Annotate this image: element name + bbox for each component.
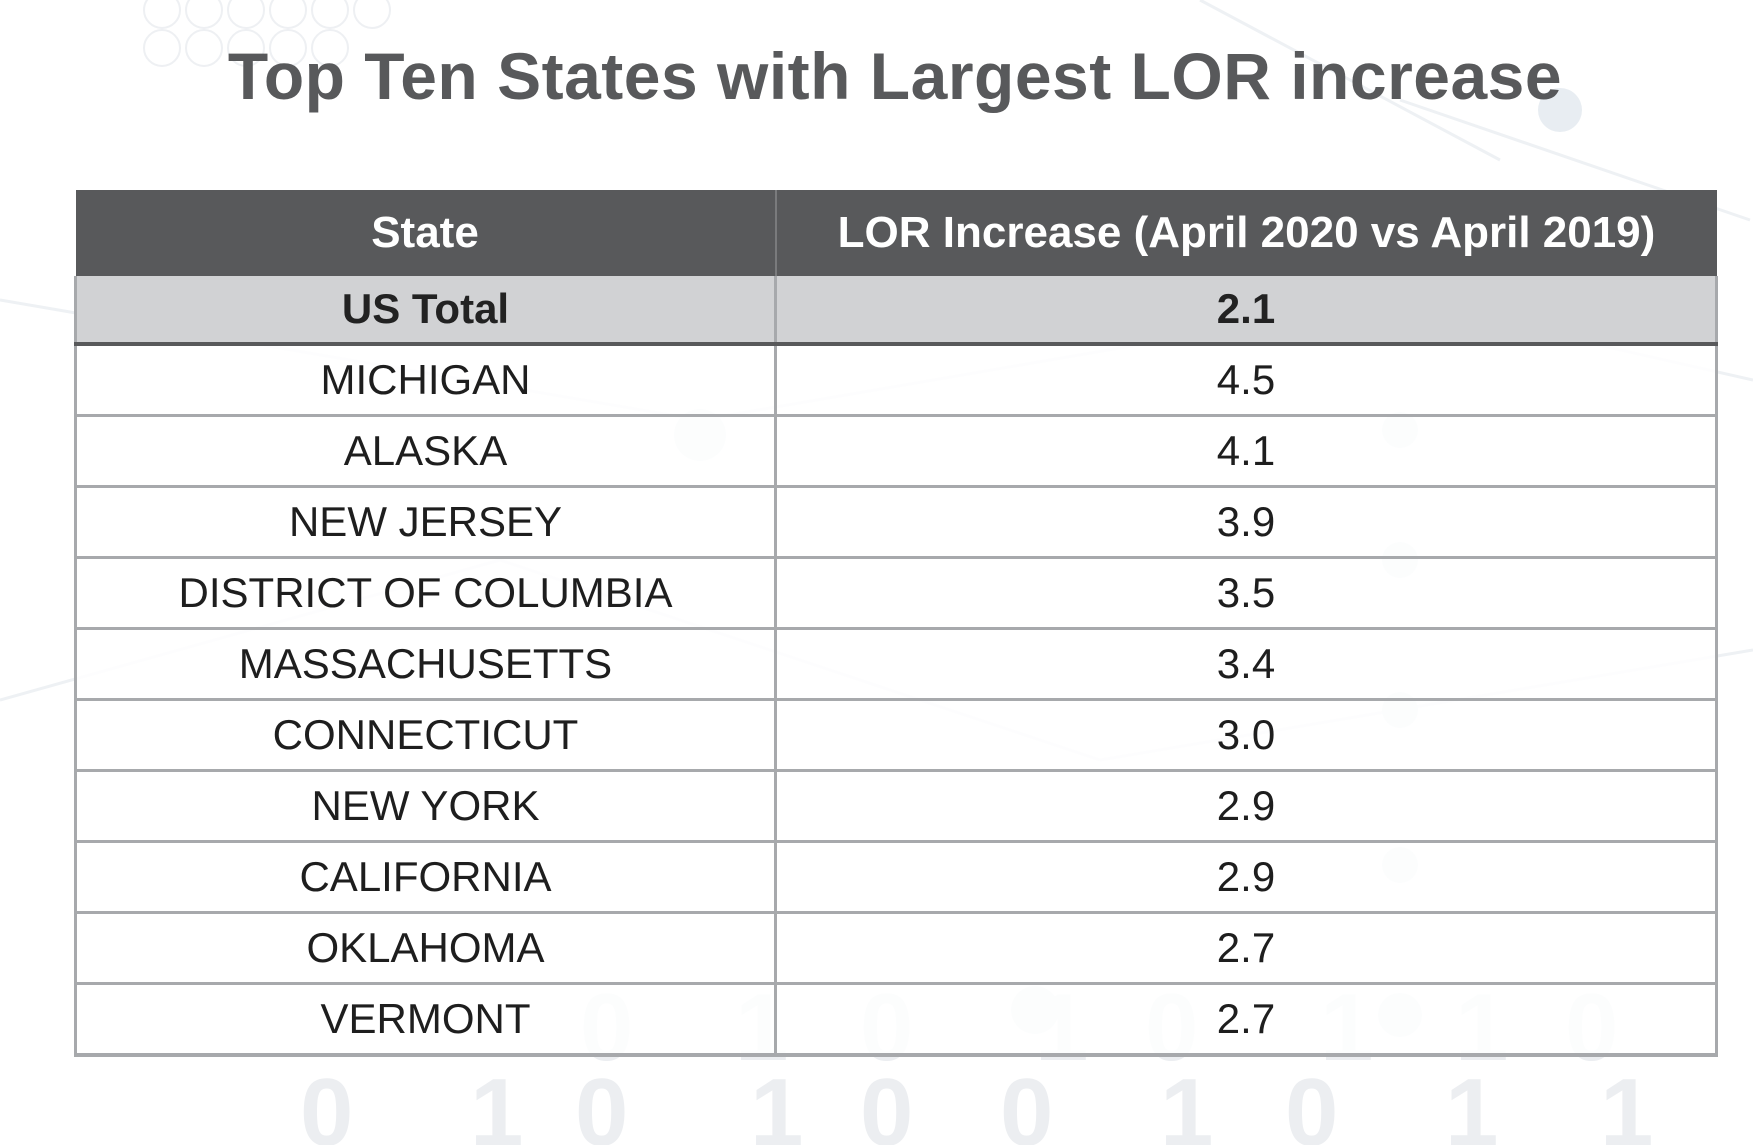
svg-text:0: 0: [860, 1059, 913, 1145]
table-header: State LOR Increase (April 2020 vs April …: [75, 190, 1717, 276]
table-row: OKLAHOMA 2.7: [74, 912, 1718, 985]
lor-increase-table: State LOR Increase (April 2020 vs April …: [74, 190, 1718, 1057]
header-row: State LOR Increase (April 2020 vs April …: [75, 190, 1717, 276]
table-row: CONNECTICUT 3.0: [74, 699, 1718, 772]
svg-text:1: 1: [1160, 1059, 1213, 1145]
table-row: ALASKA 4.1: [74, 415, 1718, 488]
table-row: MASSACHUSETTS 3.4: [74, 628, 1718, 701]
header-state: State: [75, 190, 777, 276]
state-cell: DISTRICT OF COLUMBIA: [74, 557, 777, 630]
total-state-cell: US Total: [74, 276, 777, 346]
lor-table-container: State LOR Increase (April 2020 vs April …: [74, 190, 1718, 1057]
svg-text:0: 0: [1285, 1059, 1338, 1145]
us-total-row: US Total 2.1: [74, 276, 1718, 346]
svg-text:1: 1: [1600, 1059, 1653, 1145]
value-cell: 3.0: [774, 699, 1718, 772]
page-title: Top Ten States with Largest LOR increase: [227, 39, 1563, 113]
svg-text:1: 1: [1445, 1059, 1498, 1145]
svg-text:1: 1: [750, 1059, 803, 1145]
state-cell: CONNECTICUT: [74, 699, 777, 772]
state-cell: NEW YORK: [74, 770, 777, 843]
svg-text:0: 0: [1000, 1059, 1053, 1145]
value-cell: 2.9: [774, 841, 1718, 914]
table-row: MICHIGAN 4.5: [74, 344, 1718, 417]
state-cell: NEW JERSEY: [74, 486, 777, 559]
table-body: US Total 2.1 MICHIGAN 4.5 ALASKA 4.1 NEW…: [74, 276, 1718, 1057]
value-cell: 3.9: [774, 486, 1718, 559]
value-cell: 2.9: [774, 770, 1718, 843]
state-cell: OKLAHOMA: [74, 912, 777, 985]
table-row: DISTRICT OF COLUMBIA 3.5: [74, 557, 1718, 630]
state-cell: CALIFORNIA: [74, 841, 777, 914]
state-cell: MICHIGAN: [74, 344, 777, 417]
svg-text:1: 1: [470, 1059, 523, 1145]
state-cell: ALASKA: [74, 415, 777, 488]
table-row: VERMONT 2.7: [74, 983, 1718, 1057]
header-lor-increase: LOR Increase (April 2020 vs April 2019): [775, 190, 1717, 276]
value-cell: 2.7: [774, 912, 1718, 985]
state-cell: MASSACHUSETTS: [74, 628, 777, 701]
value-cell: 2.7: [774, 983, 1718, 1057]
value-cell: 4.5: [774, 344, 1718, 417]
state-cell: VERMONT: [74, 983, 777, 1057]
total-value-cell: 2.1: [774, 276, 1718, 346]
svg-text:0: 0: [300, 1059, 353, 1145]
table-row: NEW YORK 2.9: [74, 770, 1718, 843]
value-cell: 3.5: [774, 557, 1718, 630]
value-cell: 3.4: [774, 628, 1718, 701]
value-cell: 4.1: [774, 415, 1718, 488]
svg-text:0: 0: [575, 1059, 628, 1145]
table-row: CALIFORNIA 2.9: [74, 841, 1718, 914]
table-row: NEW JERSEY 3.9: [74, 486, 1718, 559]
